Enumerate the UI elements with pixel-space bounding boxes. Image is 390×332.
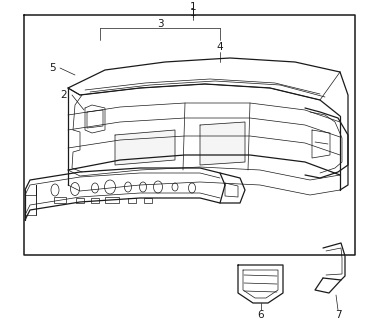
- Text: 7: 7: [335, 310, 341, 320]
- Bar: [54, 197, 66, 203]
- Polygon shape: [200, 122, 245, 165]
- Bar: [91, 198, 99, 203]
- Bar: [144, 198, 152, 203]
- Text: 1: 1: [190, 2, 196, 12]
- Text: 1: 1: [190, 8, 196, 18]
- Bar: [128, 198, 136, 203]
- Bar: [105, 197, 119, 203]
- Text: 4: 4: [217, 42, 223, 52]
- Text: 6: 6: [258, 310, 264, 320]
- Text: 3: 3: [157, 19, 163, 29]
- Text: 5: 5: [49, 63, 55, 73]
- Text: 2: 2: [61, 90, 67, 100]
- Bar: [76, 198, 84, 203]
- Polygon shape: [115, 130, 175, 165]
